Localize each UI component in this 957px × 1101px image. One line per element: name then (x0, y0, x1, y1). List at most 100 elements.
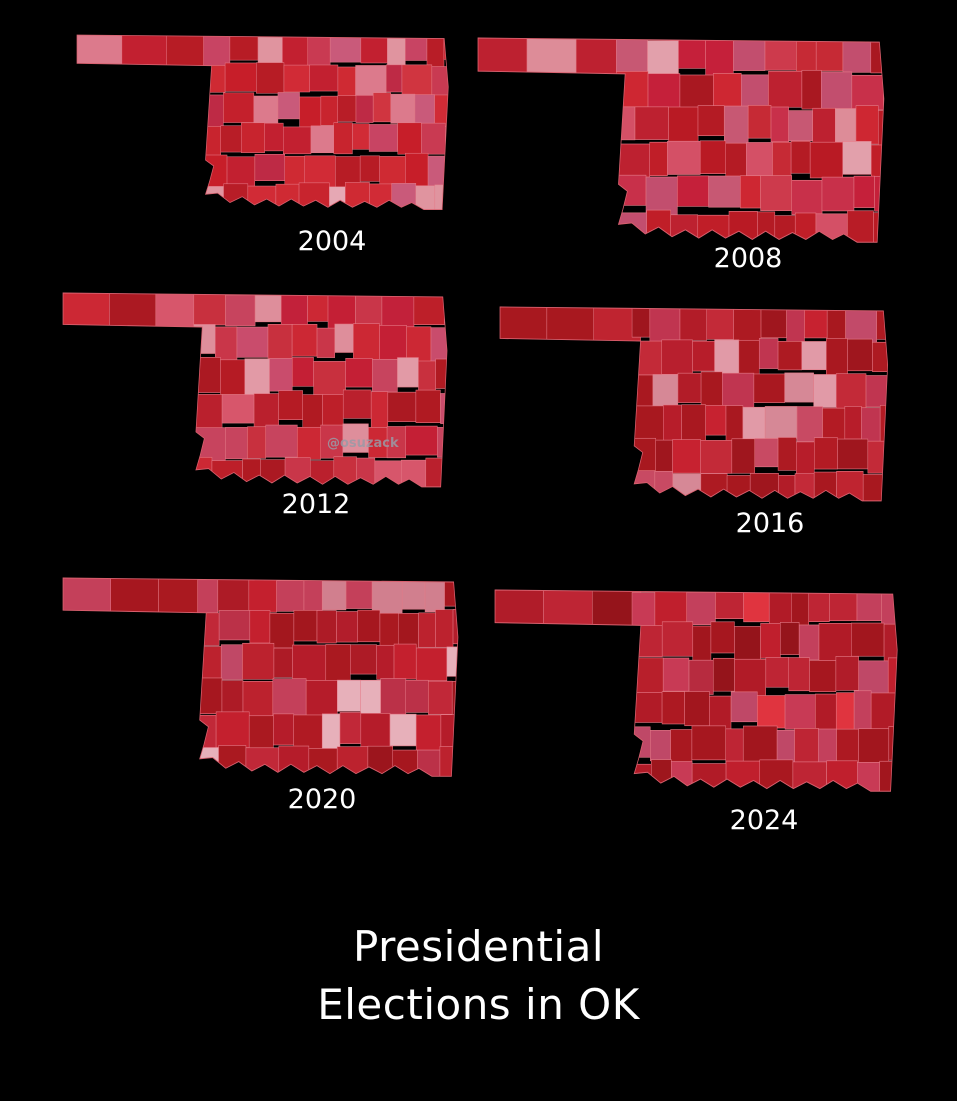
county (794, 728, 819, 767)
county (387, 36, 406, 69)
county (451, 681, 458, 720)
county (193, 293, 226, 326)
county (431, 66, 449, 100)
county (495, 590, 544, 626)
county (355, 65, 387, 97)
county (440, 393, 448, 424)
county (764, 39, 797, 71)
state-outline (62, 577, 459, 777)
county (321, 713, 341, 750)
county (837, 438, 869, 470)
state-outline (494, 589, 898, 792)
county (791, 179, 823, 215)
county (822, 407, 846, 443)
county (283, 126, 312, 155)
county (872, 341, 888, 373)
county (631, 340, 663, 376)
county (733, 38, 766, 71)
county (801, 341, 827, 371)
county (225, 427, 248, 460)
county (881, 592, 898, 630)
county (381, 294, 415, 330)
county (692, 625, 712, 662)
county (670, 214, 699, 243)
county (784, 372, 814, 403)
county (322, 394, 344, 429)
county (857, 762, 880, 792)
county (337, 679, 361, 712)
county (740, 175, 761, 209)
county (851, 622, 885, 657)
county (415, 185, 436, 210)
county (418, 360, 436, 392)
county (434, 184, 449, 210)
county (307, 293, 329, 322)
county (397, 122, 422, 155)
county (661, 621, 694, 657)
oklahoma-map-2008 (477, 37, 885, 243)
county (733, 307, 762, 344)
county (757, 211, 776, 243)
county (731, 438, 755, 474)
county (197, 612, 220, 646)
county (283, 64, 310, 93)
county (193, 456, 213, 487)
county (768, 70, 803, 108)
county (414, 94, 435, 127)
county (867, 440, 888, 474)
county (835, 373, 867, 409)
county (821, 71, 853, 111)
county (500, 307, 548, 342)
county (681, 404, 706, 443)
county (256, 62, 285, 94)
county (242, 642, 275, 680)
county (310, 125, 334, 154)
county (883, 623, 898, 664)
county (742, 406, 766, 441)
county (380, 678, 407, 715)
county (738, 339, 760, 376)
county (661, 691, 685, 725)
county (109, 293, 157, 328)
county (387, 391, 417, 422)
county (371, 579, 403, 615)
county (835, 692, 855, 731)
county (244, 358, 270, 396)
county (249, 610, 271, 644)
county (677, 175, 709, 207)
county (760, 175, 793, 211)
county (247, 185, 277, 210)
county (360, 35, 388, 64)
county (303, 578, 323, 613)
county (699, 140, 727, 174)
county (815, 693, 837, 732)
county (284, 155, 305, 187)
county (650, 759, 672, 790)
county (655, 439, 673, 475)
county (815, 39, 844, 72)
county (360, 713, 391, 748)
county (357, 609, 381, 643)
county (269, 358, 293, 392)
county (297, 426, 321, 460)
county (725, 405, 744, 442)
county (726, 475, 751, 501)
county (631, 405, 664, 442)
county (855, 105, 879, 145)
county (616, 38, 648, 75)
page-title: Presidential Elections in OK (0, 918, 957, 1034)
county (193, 324, 216, 354)
county (203, 35, 231, 68)
county (770, 106, 789, 143)
county (760, 623, 781, 659)
county (302, 394, 323, 429)
county (526, 38, 577, 75)
county (392, 749, 418, 777)
county (110, 578, 159, 614)
year-label-2012: 2012 (282, 489, 351, 520)
county (276, 580, 305, 612)
county (753, 373, 785, 403)
county (678, 38, 706, 69)
county (722, 372, 755, 408)
